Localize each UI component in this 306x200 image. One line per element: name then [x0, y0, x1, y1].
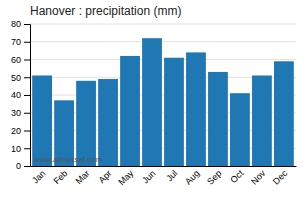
y-tick-mark [24, 148, 30, 149]
y-tick-label: 10 [11, 144, 21, 154]
y-tick: 60 [11, 55, 30, 65]
x-tick-label: Nov [249, 168, 268, 187]
chart-title: Hanover : precipitation (mm) [30, 4, 181, 18]
x-tick-label: May [116, 168, 135, 187]
bar [274, 61, 294, 166]
y-tick-label: 20 [11, 126, 21, 136]
y-tick: 80 [11, 19, 30, 29]
y-tick-label: 70 [11, 37, 21, 47]
y-tick-mark [24, 113, 30, 114]
y-tick: 50 [11, 73, 30, 83]
x-tick-label: Jul [164, 168, 179, 183]
y-tick: 30 [11, 108, 30, 118]
x-tick: Sep [205, 168, 223, 186]
bar [142, 38, 162, 166]
watermark: www.allmetsat.com [33, 155, 103, 164]
bar [230, 93, 250, 166]
y-axis: 0 10 20 30 40 50 60 70 80 [11, 19, 31, 171]
x-axis-line [31, 166, 297, 167]
x-tick-label: Apr [97, 168, 114, 185]
bar [208, 72, 228, 166]
x-tick-label: Dec [271, 168, 290, 187]
grid-line [30, 41, 296, 42]
x-tick: Apr [97, 168, 114, 185]
x-tick-label: Aug [183, 168, 201, 186]
grid-line [30, 24, 296, 25]
y-tick: 0 [16, 161, 30, 171]
x-tick: May [116, 168, 135, 187]
x-axis: JanFebMar AprMay Jun Jul AugSep OctNovDec [30, 167, 296, 188]
bar [32, 75, 52, 166]
x-tick: Dec [271, 168, 290, 187]
y-tick: 40 [11, 90, 30, 100]
x-tick: Mar [73, 168, 91, 186]
x-tick-label: Sep [205, 168, 223, 186]
y-tick-mark [24, 42, 30, 43]
x-tick: Feb [51, 168, 69, 186]
y-tick-label: 0 [16, 161, 21, 171]
y-axis-line [24, 25, 31, 167]
y-tick-label: 30 [11, 108, 21, 118]
x-tick-label: Jun [140, 168, 157, 185]
y-tick-mark [24, 60, 30, 61]
bar [98, 79, 118, 166]
annotations: www.allmetsat.com [33, 155, 103, 164]
y-tick-mark [24, 166, 30, 167]
chart-svg: 0 10 20 30 40 50 60 70 80 JanFebMar AprMay Jun Jul Au… [0, 0, 306, 200]
grid-line [30, 59, 296, 60]
x-tick: Aug [183, 168, 201, 186]
bar [120, 56, 140, 166]
y-tick-mark [24, 95, 30, 96]
y-tick: 70 [11, 37, 30, 47]
y-tick-label: 60 [11, 55, 21, 65]
bar [164, 58, 184, 166]
x-tick: Jan [30, 168, 47, 185]
x-tick-label: Jan [30, 168, 47, 185]
bar [186, 52, 206, 166]
bars [32, 38, 294, 166]
y-tick-mark [24, 24, 30, 25]
x-tick: Oct [228, 168, 245, 185]
y-tick-label: 40 [11, 90, 21, 100]
y-tick-label: 80 [11, 19, 21, 29]
chart-container: 0 10 20 30 40 50 60 70 80 JanFebMar AprMay Jun Jul Au… [0, 0, 306, 200]
bar [252, 75, 272, 166]
y-tick: 20 [11, 126, 30, 136]
y-tick: 10 [11, 144, 30, 154]
x-tick-label: Feb [51, 168, 69, 186]
x-tick: Nov [249, 168, 268, 187]
x-tick-label: Mar [73, 168, 91, 186]
y-tick-mark [24, 77, 30, 78]
plot-area: 0 10 20 30 40 50 60 70 80 JanFebMar AprMay Jun Jul Au… [11, 19, 297, 187]
x-tick-label: Oct [228, 168, 245, 185]
bar [76, 81, 96, 166]
y-tick-mark [24, 131, 30, 132]
x-tick: Jun [140, 168, 157, 185]
grid [30, 24, 296, 166]
y-tick-label: 50 [11, 73, 21, 83]
x-tick: Jul [164, 168, 179, 183]
